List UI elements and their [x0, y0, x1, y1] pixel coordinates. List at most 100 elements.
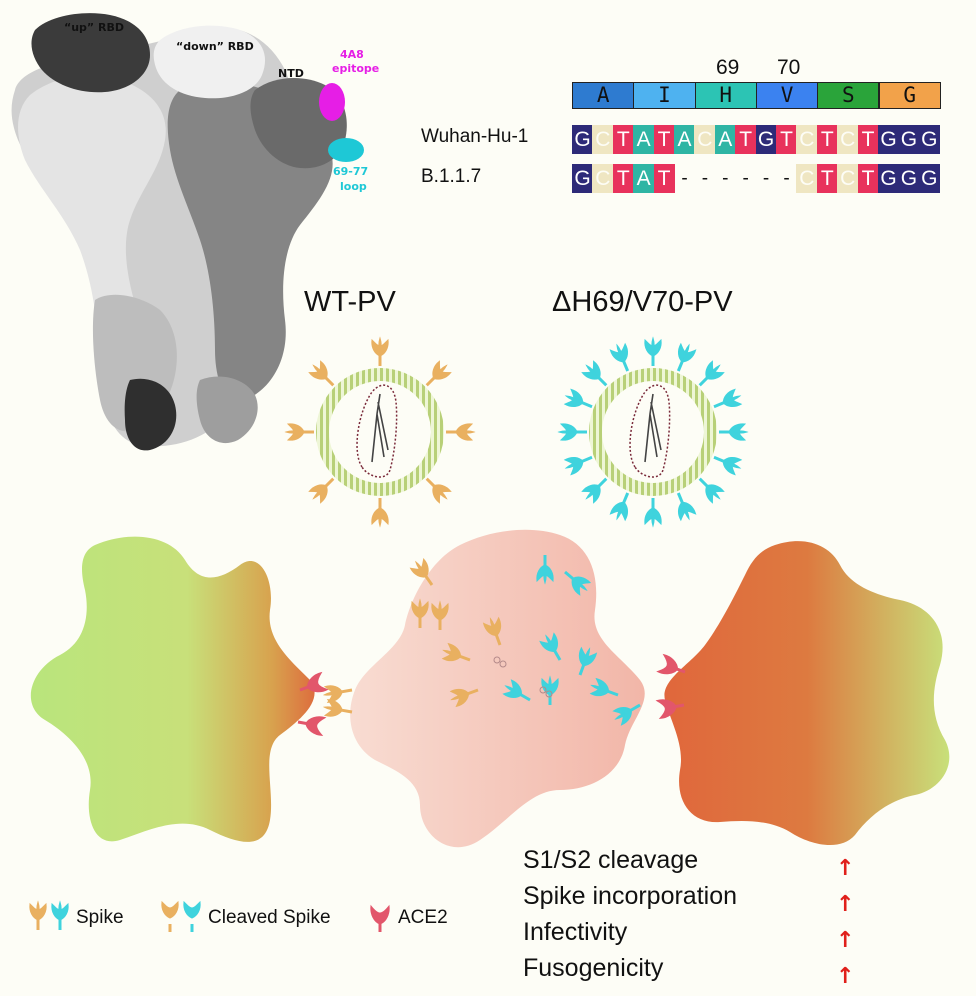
- amino-acid-V: V: [755, 82, 819, 109]
- mutant-spike: [709, 448, 745, 478]
- nucleotide-T: T: [612, 125, 634, 154]
- wt-spike: [419, 471, 454, 506]
- wt-spike: [370, 496, 390, 528]
- mutant-spike: [579, 471, 614, 506]
- alignment-gap: -: [783, 168, 790, 189]
- epitope-label-line2: epitope: [332, 62, 380, 75]
- residue-number-70: 70: [777, 56, 801, 79]
- increase-arrow-icon: ↑: [836, 964, 855, 989]
- effect-infectivity: Infectivity: [523, 918, 628, 946]
- increase-arrow-icon: ↑: [836, 928, 855, 953]
- amino-acid-G: G: [878, 82, 941, 109]
- mutant-rna: [644, 393, 662, 463]
- nucleotide-T: T: [776, 125, 797, 154]
- wt-spike: [419, 358, 454, 393]
- base-gray: [196, 376, 258, 444]
- mutant-spike: [561, 448, 597, 478]
- target-cell-right: [664, 541, 950, 846]
- wt-spike: [444, 422, 476, 442]
- nucleotide-C: C: [592, 164, 614, 193]
- legend-cleaved-spike-label: Cleaved Spike: [208, 907, 331, 928]
- spike-legend-icon: [28, 900, 48, 932]
- sequence-name-wuhan: Wuhan-Hu-1: [421, 126, 529, 147]
- nucleotide-T: T: [857, 164, 879, 193]
- wt-rna: [371, 393, 389, 463]
- increase-arrow-icon: ↑: [836, 856, 855, 881]
- base-dark: [124, 378, 177, 451]
- nucleotide-G: G: [898, 125, 920, 154]
- cell-spikes: [321, 553, 646, 728]
- sequence-name-b117: B.1.1.7: [421, 166, 482, 187]
- loop-label-line1: 69-77: [333, 165, 369, 178]
- nucleotide-T: T: [735, 125, 757, 154]
- nucleotide-A: A: [714, 125, 736, 154]
- nucleotide-T: T: [653, 164, 675, 193]
- alignment-gap: -: [762, 168, 770, 189]
- loop-patch: [328, 138, 364, 162]
- nucleotide-G: G: [755, 125, 777, 154]
- residue-number-69: 69: [716, 56, 740, 79]
- effect-fusogenicity: Fusogenicity: [523, 954, 664, 982]
- nucleotide-C: C: [837, 164, 859, 193]
- amino-acid-S: S: [817, 82, 880, 109]
- epitope-patch: [319, 83, 345, 121]
- mutant-spike: [669, 340, 699, 376]
- nucleotide-T: T: [816, 125, 838, 154]
- alignment-gap: -: [722, 168, 729, 189]
- mutant-spike: [643, 496, 663, 528]
- effect-s1s2-cleavage: S1/S2 cleavage: [523, 846, 699, 874]
- amino-acid-H: H: [694, 82, 757, 109]
- legend-ace2-label: ACE2: [398, 907, 448, 928]
- amino-acid-I: I: [633, 82, 696, 109]
- nucleotide-C: C: [796, 125, 818, 154]
- legend-icons: [28, 900, 390, 932]
- loop-label-line2: loop: [340, 180, 367, 193]
- nucleotide-G: G: [572, 164, 593, 193]
- nucleotide-G: G: [878, 164, 899, 193]
- nucleotide-T: T: [816, 164, 838, 193]
- cleaved-spike-legend-icon-mutant: [183, 900, 201, 932]
- nucleotide-C: C: [592, 125, 614, 154]
- spike-legend-icon-mutant: [50, 900, 70, 932]
- mutant-pv-label: ΔH69/V70-PV: [552, 286, 733, 318]
- nucleotide-G: G: [918, 125, 940, 154]
- nucleotide-C: C: [796, 164, 818, 193]
- alignment-gap: -: [681, 168, 688, 189]
- down-rbd-label: “down” RBD: [176, 40, 254, 53]
- nucleotide-C: C: [837, 125, 859, 154]
- alignment-gap: -: [701, 168, 709, 189]
- nucleotide-G: G: [572, 125, 593, 154]
- wt-spike: [370, 336, 390, 368]
- nucleotide-G: G: [878, 125, 899, 154]
- mutant-spike: [717, 422, 749, 442]
- mutant-pseudovirus: [557, 336, 749, 528]
- nucleotide-T: T: [612, 164, 634, 193]
- epitope-label-line1: 4A8: [340, 48, 364, 61]
- nucleotide-C: C: [694, 125, 716, 154]
- mutant-spike: [692, 358, 727, 393]
- cleaved-spike-legend-icon: [161, 900, 179, 932]
- nucleotide-T: T: [857, 125, 879, 154]
- nucleotide-T: T: [653, 125, 675, 154]
- up-rbd-label: “up” RBD: [64, 21, 124, 34]
- alignment-gap: -: [742, 168, 749, 189]
- nucleotide-A: A: [674, 125, 695, 154]
- wt-pseudovirus: [284, 336, 476, 528]
- nucleotide-A: A: [633, 164, 655, 193]
- mutant-spike: [561, 386, 597, 416]
- mutant-spike: [579, 358, 614, 393]
- mutant-spike: [692, 471, 727, 506]
- up-rbd: [31, 13, 150, 93]
- ace2-receptors: [297, 653, 686, 736]
- effect-spike-incorporation: Spike incorporation: [523, 882, 738, 910]
- legend-spike-label: Spike: [76, 907, 124, 928]
- mutant-spike: [709, 386, 745, 416]
- wt-spike: [306, 471, 341, 506]
- nucleotide-A: A: [633, 125, 655, 154]
- mutant-spike: [607, 340, 637, 376]
- nucleotide-G: G: [898, 164, 920, 193]
- increase-arrow-icon: ↑: [836, 892, 855, 917]
- mutant-spike: [643, 336, 663, 368]
- wt-pv-label: WT-PV: [304, 286, 396, 318]
- wt-spike: [306, 358, 341, 393]
